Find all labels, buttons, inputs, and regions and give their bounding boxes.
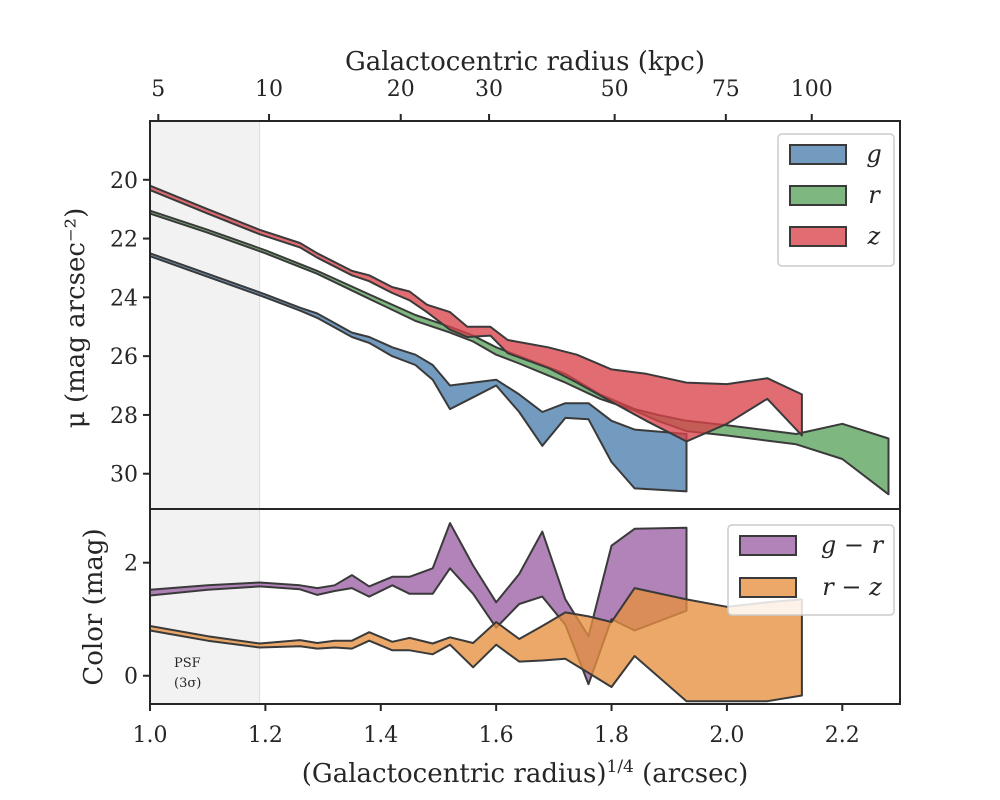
top-x-tick-label: 20 <box>387 77 415 102</box>
bottom-x-axis-title: (Galactocentric radius)1/4 (arcsec) <box>302 757 748 789</box>
top-x-tick-label: 50 <box>601 77 629 102</box>
x-tick-label: 1.8 <box>594 723 629 748</box>
psf-shade-region <box>149 120 261 510</box>
band-z <box>150 184 803 443</box>
legend-label: g − r <box>821 531 885 559</box>
top-x-tick-label: 30 <box>475 77 503 102</box>
top-x-tick-label: 75 <box>712 77 740 102</box>
y-tick-label: 28 <box>110 404 138 429</box>
y-tick-label: 30 <box>110 463 138 488</box>
top-x-tick-label: 5 <box>151 77 165 102</box>
psf-sigma-label: (3σ) <box>174 676 201 691</box>
legend-swatch <box>789 185 847 206</box>
y-tick-label: 22 <box>110 228 138 253</box>
bands <box>150 522 803 703</box>
top-x-tick-label: 10 <box>255 77 283 102</box>
y-tick-label: 24 <box>110 286 138 311</box>
legend-swatch <box>739 535 797 556</box>
band-g <box>150 252 688 493</box>
surface-brightness-panel: grz 20 22 24 26 28 30 5 10 20 30 50 75 100 <box>110 77 901 510</box>
legend-swatch <box>789 144 847 165</box>
x-tick-label: 2.2 <box>825 723 860 748</box>
legend-label: g <box>866 140 881 168</box>
psf-shade-region <box>149 508 261 705</box>
legend-swatch <box>739 577 797 598</box>
axes-frame <box>149 508 901 705</box>
y-tick-label: 0 <box>124 665 138 690</box>
legend-label: r <box>868 181 881 209</box>
x-tick-label: 1.0 <box>133 723 168 748</box>
x-tick-label: 1.6 <box>479 723 514 748</box>
y-tick-label: 2 <box>124 552 138 577</box>
x-tick-label: 1.4 <box>363 723 398 748</box>
axis-titles: Galactocentric radius (kpc) μ (mag arcsec… <box>61 47 748 789</box>
x-tick-label: 1.2 <box>248 723 283 748</box>
x-tick-label: 2.0 <box>709 723 744 748</box>
legend-label: z <box>867 222 881 250</box>
legend-swatch <box>789 226 847 247</box>
band-rz <box>150 587 803 703</box>
top-y-axis-title: μ (mag arcsec⁻²) <box>61 208 91 428</box>
top-axis-title: Galactocentric radius (kpc) <box>345 47 705 77</box>
color-panel: g − r r − z 0 2 1.0 1.2 1.4 1.6 1.8 2.0 2.2 PSF (3σ) <box>124 508 901 748</box>
legend-label: r − z <box>822 573 882 601</box>
psf-label: PSF <box>174 656 201 671</box>
y-tick-label: 20 <box>110 169 138 194</box>
y-tick-label: 26 <box>110 345 138 370</box>
bands <box>150 184 890 496</box>
top-x-tick-label: 100 <box>791 77 833 102</box>
bottom-y-axis-title: Color (mag) <box>79 528 109 685</box>
